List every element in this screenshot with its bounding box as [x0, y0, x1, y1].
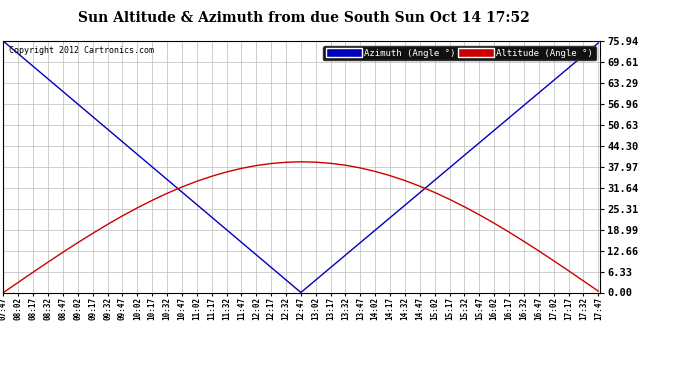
Text: Sun Altitude & Azimuth from due South Sun Oct 14 17:52: Sun Altitude & Azimuth from due South Su…: [78, 11, 529, 25]
Legend: Azimuth (Angle °), Altitude (Angle °): Azimuth (Angle °), Altitude (Angle °): [323, 46, 595, 60]
Text: Copyright 2012 Cartronics.com: Copyright 2012 Cartronics.com: [10, 46, 155, 55]
